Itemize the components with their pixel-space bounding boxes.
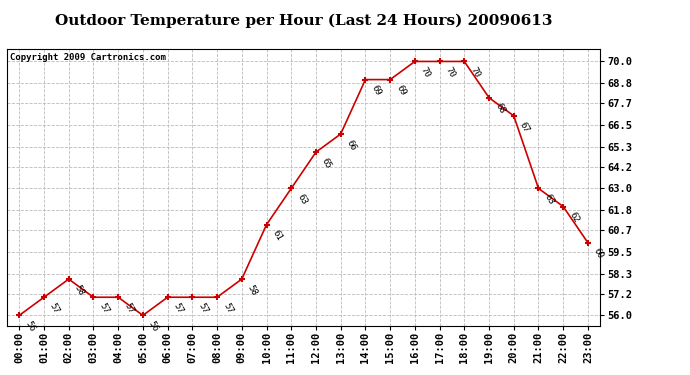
Text: 66: 66 xyxy=(345,138,358,152)
Text: 63: 63 xyxy=(295,193,308,206)
Text: 60: 60 xyxy=(592,247,605,261)
Text: 57: 57 xyxy=(221,302,235,315)
Text: 57: 57 xyxy=(97,302,111,315)
Text: 61: 61 xyxy=(270,229,284,243)
Text: 62: 62 xyxy=(567,211,580,225)
Text: 57: 57 xyxy=(197,302,210,315)
Text: 67: 67 xyxy=(518,120,531,134)
Text: 70: 70 xyxy=(419,66,432,80)
Text: 70: 70 xyxy=(469,66,482,80)
Text: 63: 63 xyxy=(542,193,556,206)
Text: 56: 56 xyxy=(23,320,37,333)
Text: 57: 57 xyxy=(172,302,185,315)
Text: 70: 70 xyxy=(444,66,457,80)
Text: 56: 56 xyxy=(147,320,160,333)
Text: 57: 57 xyxy=(122,302,135,315)
Text: 68: 68 xyxy=(493,102,506,116)
Text: 57: 57 xyxy=(48,302,61,315)
Text: 69: 69 xyxy=(370,84,383,98)
Text: Copyright 2009 Cartronics.com: Copyright 2009 Cartronics.com xyxy=(10,53,166,62)
Text: 65: 65 xyxy=(320,156,333,170)
Text: Outdoor Temperature per Hour (Last 24 Hours) 20090613: Outdoor Temperature per Hour (Last 24 Ho… xyxy=(55,13,553,27)
Text: 58: 58 xyxy=(246,283,259,297)
Text: 69: 69 xyxy=(394,84,408,98)
Text: 58: 58 xyxy=(73,283,86,297)
